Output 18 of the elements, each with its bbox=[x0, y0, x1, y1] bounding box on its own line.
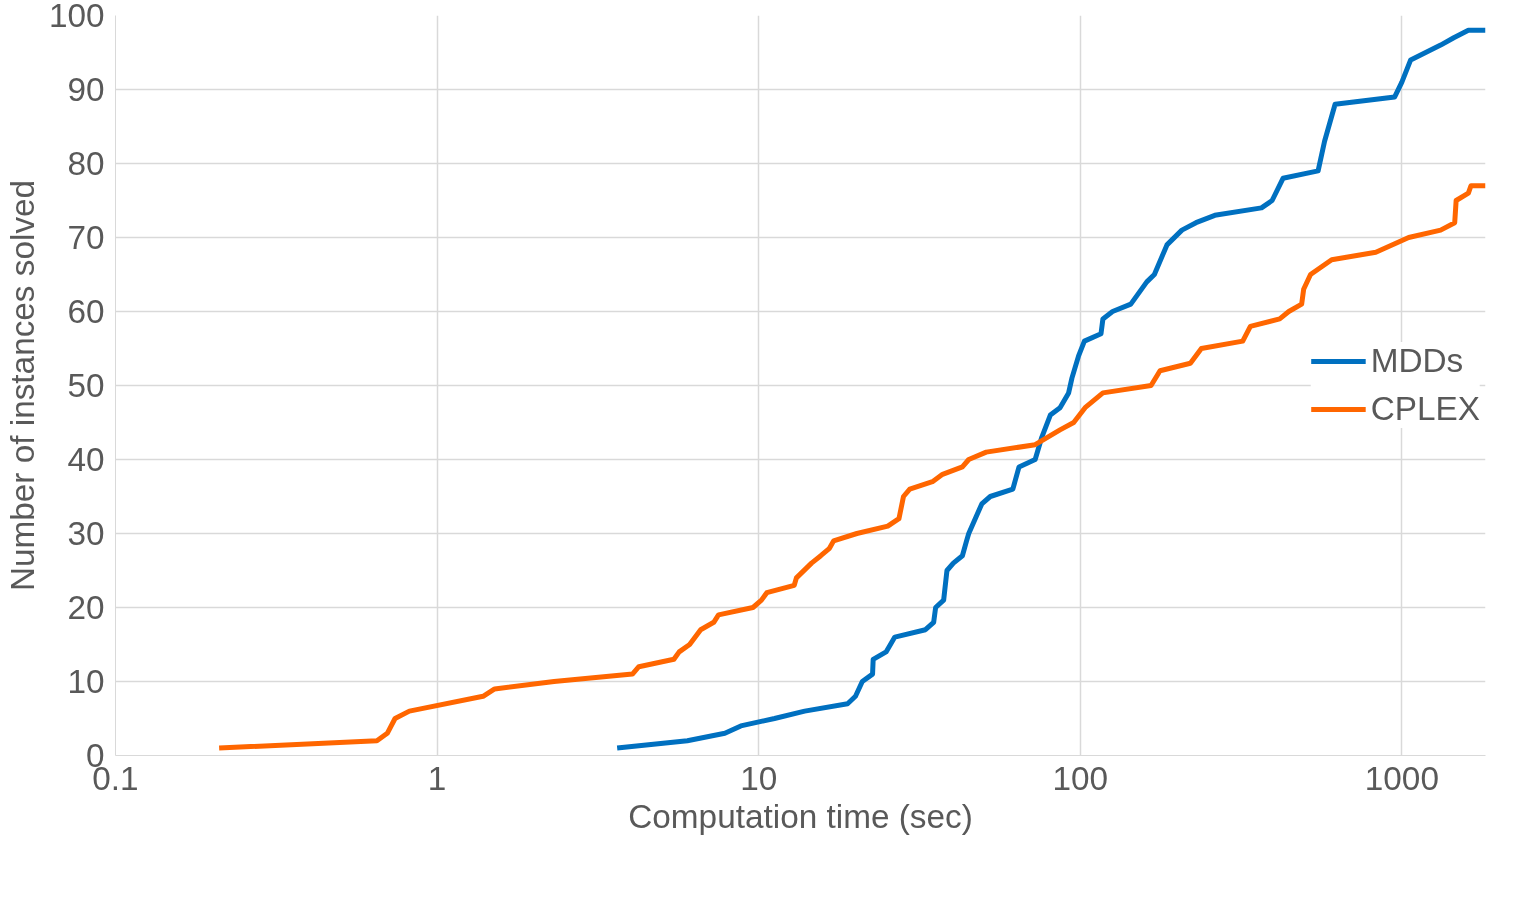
y-tick-label: 40 bbox=[67, 441, 105, 478]
y-tick-label: 90 bbox=[67, 71, 105, 108]
y-tick-label: 20 bbox=[67, 589, 105, 626]
x-tick-label: 100 bbox=[1052, 759, 1109, 797]
y-tick-label: 10 bbox=[67, 663, 105, 700]
y-tick-label: 100 bbox=[48, 0, 105, 34]
x-tick-label: 1000 bbox=[1364, 759, 1439, 797]
legend-label: CPLEX bbox=[1370, 390, 1480, 428]
x-tick-label: 1 bbox=[427, 759, 447, 797]
x-tick-label: 10 bbox=[740, 759, 778, 797]
legend-label: MDDs bbox=[1370, 342, 1464, 380]
y-tick-label: 80 bbox=[67, 145, 105, 182]
y-tick-label: 70 bbox=[67, 219, 105, 256]
y-tick-label: 30 bbox=[67, 515, 105, 552]
y-tick-label: 60 bbox=[67, 293, 105, 330]
y-axis-title: Number of instances solved bbox=[3, 179, 41, 592]
x-axis-title: Computation time (sec) bbox=[628, 797, 973, 835]
y-tick-label: 50 bbox=[67, 367, 105, 404]
